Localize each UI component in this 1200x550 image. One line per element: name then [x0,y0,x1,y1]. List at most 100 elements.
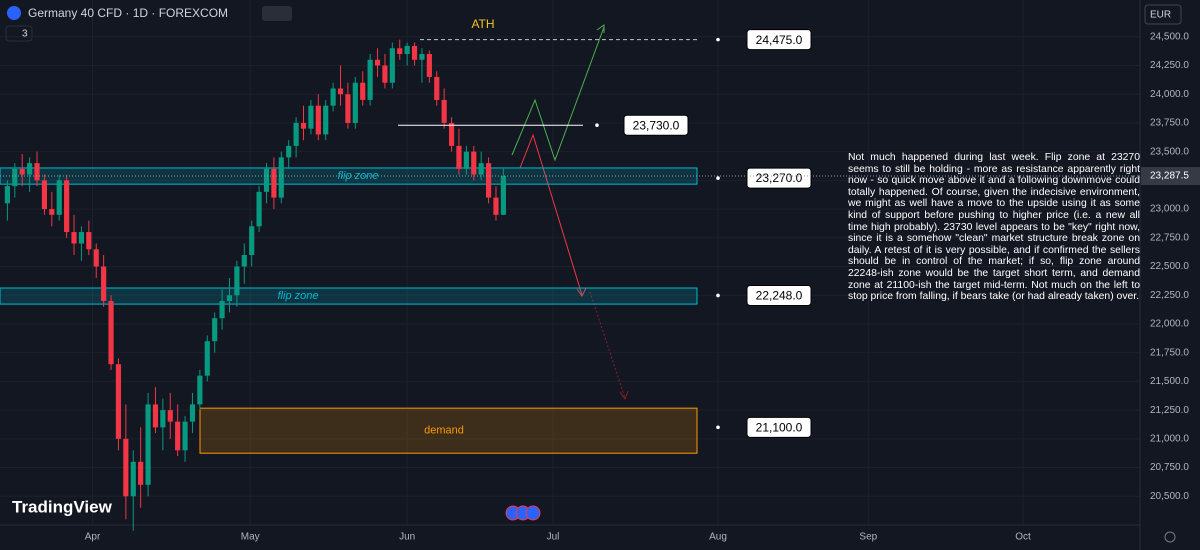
price-tag-label: 23,287.5 [1150,171,1189,182]
arrow-head [576,287,587,297]
ath-label: ATH [471,17,494,31]
candle-body [130,461,136,497]
candle-body [189,404,196,422]
candle-body [478,163,484,175]
y-tick-label: 22,750.0 [1150,232,1189,243]
candle-body [463,151,469,169]
candle-body [330,88,336,106]
x-tick-label: Sep [859,532,877,543]
candle-body [123,438,129,497]
indicator-toggle[interactable] [262,6,292,21]
zone-label: demand [424,425,464,437]
candle-body [34,163,40,181]
candle-body [374,59,381,66]
candle-body [108,300,114,365]
level-box [623,114,689,136]
zone-label: flip zone [278,290,319,302]
candle-body [345,94,351,123]
candle-body [101,266,107,301]
y-tick-label: 24,500.0 [1150,31,1189,42]
candle-body [493,197,499,215]
candle-body [226,295,233,301]
y-tick-label: 23,500.0 [1150,146,1189,157]
projection-down-2 [589,291,626,399]
level-box [746,167,812,189]
level-dot [716,37,720,42]
projection-down [519,133,583,296]
y-tick-label: 22,500.0 [1150,261,1189,272]
candle-body [49,209,55,215]
candle-body [12,168,18,187]
candle-body [500,176,506,215]
y-tick-label: 22,000.0 [1150,319,1189,330]
level-label: 23,730.0 [633,118,680,132]
candle-body [293,122,299,146]
currency-box[interactable] [1144,4,1182,25]
candle-body [175,421,181,451]
candle-body [397,48,403,54]
symbol[interactable]: Germany 40 CFD · 1D · FOREXCOM [28,6,228,20]
candle-body [197,375,203,405]
interval-count: 3 [22,29,28,40]
collapse-button[interactable] [5,25,33,42]
level-label: 24,475.0 [756,33,803,47]
brand: TradingView [12,497,113,516]
candle-body [382,65,388,83]
candle-body [411,45,418,60]
level-label: 23,270.0 [756,171,803,185]
candle-body [19,168,25,175]
candle-body [286,145,292,158]
currency[interactable]: EUR [1150,10,1171,21]
candle-body [152,404,159,428]
event-icon[interactable] [525,505,541,521]
candle-body [219,300,225,319]
zone [0,287,698,305]
candle-body [448,122,455,146]
candle-body [441,99,447,123]
price-tag [1141,167,1200,186]
y-tick-label: 20,500.0 [1150,491,1189,502]
candle-body [234,266,240,296]
candle-body [419,53,425,60]
candle-body [212,318,218,342]
candle-body [352,82,358,123]
level-box [746,29,812,51]
y-tick-label: 20,750.0 [1150,462,1189,473]
candle-body [456,145,462,169]
x-tick-label: Jul [547,532,560,543]
level-dot [595,123,599,128]
candle-body [256,191,262,227]
candle-body [56,180,62,215]
level-box [746,284,812,306]
x-tick-label: Aug [709,532,727,543]
candle-body [389,48,395,83]
candle-body [308,105,314,129]
y-tick-label: 21,250.0 [1150,405,1189,416]
candle-body [86,232,92,250]
settings[interactable] [1164,531,1176,543]
candle-body [360,82,366,100]
candle-body [426,53,432,77]
zone [199,407,698,454]
candle-body [71,232,77,244]
candle-body [434,76,440,100]
candle-body [93,249,99,267]
candle-body [485,163,492,198]
y-tick-label: 24,000.0 [1150,89,1189,100]
x-tick-label: Jun [399,532,415,543]
candle-body [249,226,255,256]
level-dot [716,176,720,180]
y-tick-label: 24,250.0 [1150,60,1189,71]
candle-body [41,180,48,210]
candle-body [64,180,70,233]
candle-body [4,186,10,204]
candle-body [182,421,188,451]
level-dot [716,425,720,430]
arrow-head [619,390,629,401]
level-box [746,416,812,438]
x-tick-label: Oct [1015,532,1031,543]
candle-body [78,232,85,244]
candle-body [323,105,329,135]
